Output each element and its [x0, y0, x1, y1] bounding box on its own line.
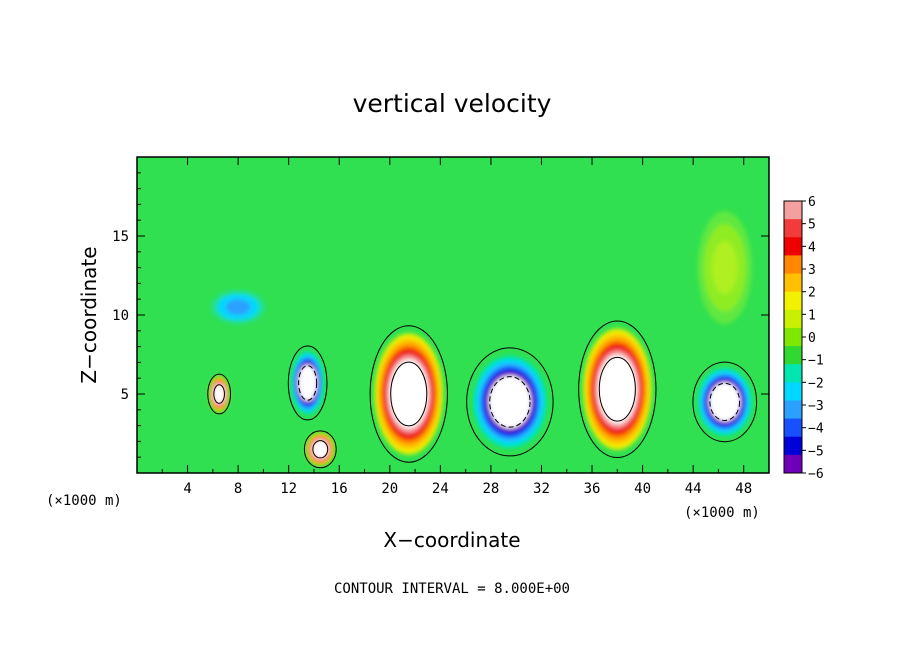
x-tick-label: 28 — [482, 481, 499, 497]
colorbar-swatch — [784, 237, 802, 256]
field-feature-updraft — [583, 328, 652, 450]
colorbar: 6 5 4 3 2 1 0 −1 −2 −3 −4 −5 −6 — [783, 195, 824, 482]
y-tick-label: 15 — [112, 229, 129, 245]
contour-line — [303, 430, 337, 469]
field-level-band — [298, 364, 318, 402]
x-tick-label: 32 — [533, 481, 550, 497]
colorbar-label: 0 — [808, 331, 816, 346]
y-axis-label: Z−coordinate — [77, 246, 101, 383]
y-tick-label: 10 — [112, 308, 129, 324]
x-tick-label: 40 — [634, 481, 651, 497]
colorbar-label: −5 — [808, 444, 824, 459]
field-level-band — [225, 299, 251, 315]
contour-lines — [207, 320, 758, 469]
contour-line — [578, 320, 657, 459]
colorbar-swatch — [784, 400, 802, 420]
x-tick-label: 8 — [234, 481, 242, 497]
field-feature-updraft — [306, 432, 335, 466]
contour-line — [312, 440, 329, 459]
contour-line — [489, 376, 531, 428]
colorbar-swatch — [784, 255, 802, 275]
contour-line — [709, 382, 741, 421]
contour-line — [207, 373, 232, 415]
colorbar-swatch — [784, 309, 802, 329]
colorbar-swatch — [784, 327, 802, 347]
field-feature-downdraft — [697, 367, 753, 436]
colorbar-label: 3 — [808, 263, 816, 278]
colorbar-swatch — [784, 454, 802, 474]
x-tick-label: 20 — [381, 481, 398, 497]
colorbar-swatch — [784, 436, 802, 456]
x-unit-right: (×1000 m) — [684, 505, 760, 521]
x-tick-label: 48 — [735, 481, 752, 497]
colorbar-swatch — [784, 273, 802, 293]
x-axis-label: X−coordinate — [383, 528, 520, 552]
colorbar-label: −3 — [808, 399, 824, 414]
field-feature-updraft — [209, 376, 230, 412]
y-tick-label: 5 — [121, 387, 129, 403]
field-level-band — [312, 440, 329, 459]
field-level-band — [712, 241, 738, 294]
x-tick-label: 16 — [331, 481, 348, 497]
contour-line — [369, 325, 448, 463]
colorbar-swatch — [784, 219, 802, 238]
contour-line — [466, 347, 554, 457]
contour-line — [298, 365, 318, 401]
x-tick-label: 4 — [183, 481, 191, 497]
colorbar-swatch — [784, 418, 802, 438]
field-level-band — [597, 355, 637, 424]
contour-line — [213, 384, 225, 404]
field-level-band — [709, 382, 741, 422]
field-level-band — [488, 375, 532, 429]
x-tick-label: 12 — [280, 481, 297, 497]
contour-line — [287, 345, 328, 421]
colorbar-swatch — [784, 382, 802, 401]
colorbar-label: 1 — [808, 308, 816, 323]
colorbar-label: −1 — [808, 354, 824, 369]
contour-line — [692, 361, 758, 443]
colorbar-label: −2 — [808, 376, 824, 391]
field-feature-downdraft — [291, 351, 325, 415]
x-tick-label: 24 — [432, 481, 449, 497]
colorbar-label: 2 — [808, 286, 816, 301]
colorbar-label: 4 — [808, 240, 816, 255]
x-tick-label: 36 — [584, 481, 601, 497]
velocity-field — [209, 211, 753, 466]
contour-line — [598, 356, 636, 422]
chart-title: vertical velocity — [353, 89, 552, 118]
colorbar-swatch — [784, 201, 802, 220]
field-level-band — [389, 359, 429, 429]
field-feature-weak_up — [697, 211, 752, 325]
colorbar-label: 6 — [808, 195, 816, 210]
colorbar-label: 5 — [808, 218, 816, 233]
plot-area — [136, 156, 770, 474]
field-feature-weak_down — [211, 290, 266, 325]
contour-line — [390, 361, 428, 427]
field-feature-updraft — [374, 333, 444, 455]
x-unit-left: (×1000 m) — [46, 493, 122, 509]
x-axis-ticks: 4 8 12 16 20 24 28 32 36 40 44 48 — [161, 157, 752, 497]
colorbar-swatch — [784, 291, 802, 311]
colorbar-swatch — [784, 364, 802, 383]
colorbar-label: −6 — [808, 467, 824, 482]
x-tick-label: 44 — [685, 481, 702, 497]
field-level-band — [213, 384, 225, 404]
colorbar-label: −4 — [808, 422, 824, 437]
field-feature-downdraft — [472, 355, 547, 449]
colorbar-swatch — [784, 346, 802, 365]
contour-interval-note: CONTOUR INTERVAL = 8.000E+00 — [334, 581, 570, 597]
y-axis-ticks: 5 10 15 — [112, 172, 769, 458]
